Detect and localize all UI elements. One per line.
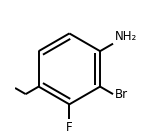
- Text: F: F: [66, 121, 73, 134]
- Text: Br: Br: [114, 88, 127, 101]
- Text: NH₂: NH₂: [114, 30, 137, 43]
